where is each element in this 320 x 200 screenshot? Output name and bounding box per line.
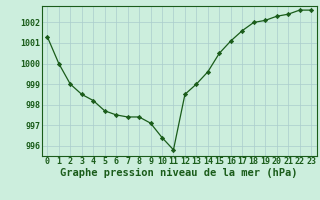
- X-axis label: Graphe pression niveau de la mer (hPa): Graphe pression niveau de la mer (hPa): [60, 168, 298, 178]
